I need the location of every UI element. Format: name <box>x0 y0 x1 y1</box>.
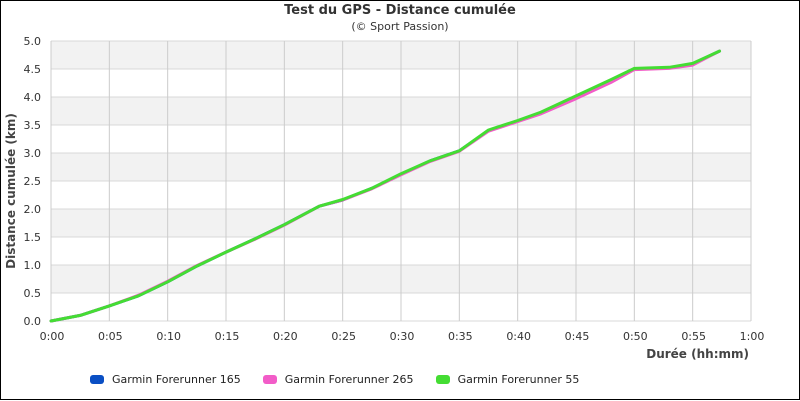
y-tick-label: 0.0 <box>24 315 42 328</box>
y-tick-label: 2.5 <box>24 175 42 188</box>
legend-item[interactable]: Garmin Forerunner 165 <box>90 373 241 386</box>
x-tick-label: 0:40 <box>506 330 531 343</box>
chart-title: Test du GPS - Distance cumulée <box>284 3 516 18</box>
x-tick-label: 0:55 <box>681 330 706 343</box>
x-tick-label: 0:05 <box>98 330 123 343</box>
y-tick-label: 5.0 <box>24 35 42 48</box>
chart-subtitle: (© Sport Passion) <box>351 20 449 33</box>
x-tick-label: 0:25 <box>331 330 356 343</box>
legend-label: Garmin Forerunner 55 <box>457 373 580 386</box>
y-tick-label: 4.0 <box>24 91 42 104</box>
legend-swatch-icon <box>90 375 104 384</box>
y-tick-label: 3.0 <box>24 147 42 160</box>
legend-swatch-icon <box>262 375 277 384</box>
y-axis-label: Distance cumulée (km) <box>4 113 18 269</box>
y-tick-label: 1.5 <box>24 231 42 244</box>
x-tick-label: 0:20 <box>273 330 298 343</box>
legend-item[interactable]: Garmin Forerunner 55 <box>435 373 580 386</box>
x-axis-label: Durée (hh:mm) <box>646 347 749 361</box>
y-tick-label: 1.0 <box>24 259 42 272</box>
legend-swatch-icon <box>435 375 450 384</box>
x-tick-label: 0:00 <box>40 330 65 343</box>
x-tick-label: 0:15 <box>215 330 240 343</box>
series-line <box>49 49 721 323</box>
y-tick-label: 2.0 <box>24 203 42 216</box>
x-tick-label: 0:10 <box>156 330 181 343</box>
x-tick-label: 0:30 <box>390 330 415 343</box>
legend: Garmin Forerunner 165 Garmin Forerunner 2… <box>90 373 579 386</box>
legend-label: Garmin Forerunner 165 <box>112 373 241 386</box>
y-tick-label: 0.5 <box>24 287 42 300</box>
y-tick-label: 3.5 <box>24 119 42 132</box>
legend-label: Garmin Forerunner 265 <box>284 373 414 386</box>
x-tick-label: 0:50 <box>623 330 648 343</box>
x-tick-label: 0:45 <box>565 330 590 343</box>
x-tick-label: 1:00 <box>740 330 765 343</box>
legend-item[interactable]: Garmin Forerunner 265 <box>262 373 414 386</box>
y-tick-label: 4.5 <box>24 63 42 76</box>
x-tick-label: 0:35 <box>448 330 473 343</box>
